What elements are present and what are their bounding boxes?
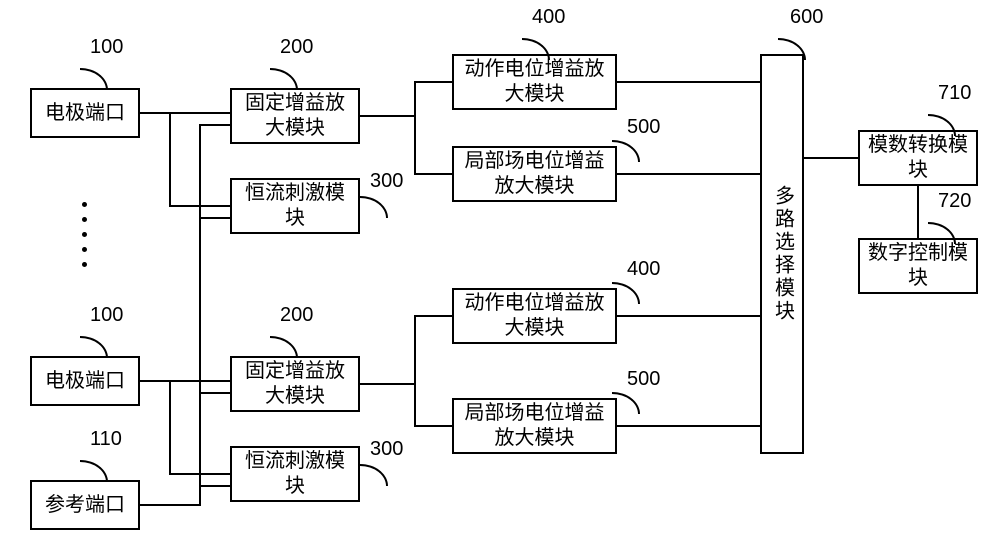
node-lfp2: 局部场电位增益放大模块: [452, 398, 617, 454]
leader-stim1: [360, 196, 388, 218]
ref-fixed2: 200: [280, 304, 313, 327]
edge-elec1-stim1: [170, 113, 230, 206]
leader-mux: [778, 38, 806, 60]
leader-fixed1: [270, 68, 298, 90]
ref-mux: 600: [790, 6, 823, 29]
ref-elec2: 100: [90, 304, 123, 327]
ref-stim1: 300: [370, 170, 403, 193]
node-ap1: 动作电位增益放大模块: [452, 54, 617, 110]
leader-lfp2: [612, 392, 640, 414]
leader-adc: [928, 114, 956, 136]
node-mux: 多路选择模块: [760, 54, 804, 454]
ref-lfp2: 500: [627, 368, 660, 391]
edge-fixed1-ap1: [360, 82, 452, 116]
node-stim2: 恒流刺激模块: [230, 446, 360, 502]
leader-ap1: [522, 38, 550, 60]
leader-elec2: [80, 336, 108, 358]
leader-ap2: [612, 282, 640, 304]
node-refport: 参考端口: [30, 480, 140, 530]
edge-fixed2-ap2: [360, 316, 452, 384]
edge-fixed2-lfp2: [415, 384, 452, 426]
node-lfp1: 局部场电位增益放大模块: [452, 146, 617, 202]
leader-fixed2: [270, 336, 298, 358]
node-ap2: 动作电位增益放大模块: [452, 288, 617, 344]
node-elec2: 电极端口: [30, 356, 140, 406]
ref-refport: 110: [90, 428, 122, 451]
edge-elec2-stim2: [170, 381, 230, 474]
leader-elec1: [80, 68, 108, 90]
edge-refport-fixed1: [140, 125, 230, 505]
ref-fixed1: 200: [280, 36, 313, 59]
edge-fixed1-lfp1: [415, 116, 452, 174]
node-stim1: 恒流刺激模块: [230, 178, 360, 234]
ref-ap1: 400: [532, 6, 565, 29]
leader-stim2: [360, 464, 388, 486]
diagram-canvas: 电极端口 100 电极端口 100 参考端口 110 固定增益放大模块 200 恒流刺激模块 30…: [0, 0, 1000, 554]
ref-adc: 710: [938, 82, 971, 105]
ref-dctrl: 720: [938, 190, 971, 213]
node-fixed1: 固定增益放大模块: [230, 88, 360, 144]
ref-ap2: 400: [627, 258, 660, 281]
ref-lfp1: 500: [627, 116, 660, 139]
ref-elec1: 100: [90, 36, 123, 59]
node-fixed2: 固定增益放大模块: [230, 356, 360, 412]
leader-dctrl: [928, 222, 956, 244]
node-elec1: 电极端口: [30, 88, 140, 138]
leader-lfp1: [612, 140, 640, 162]
vdots-icon: [82, 202, 87, 267]
node-dctrl: 数字控制模块: [858, 238, 978, 294]
node-adc: 模数转换模块: [858, 130, 978, 186]
ref-stim2: 300: [370, 438, 403, 461]
leader-refport: [80, 460, 108, 482]
